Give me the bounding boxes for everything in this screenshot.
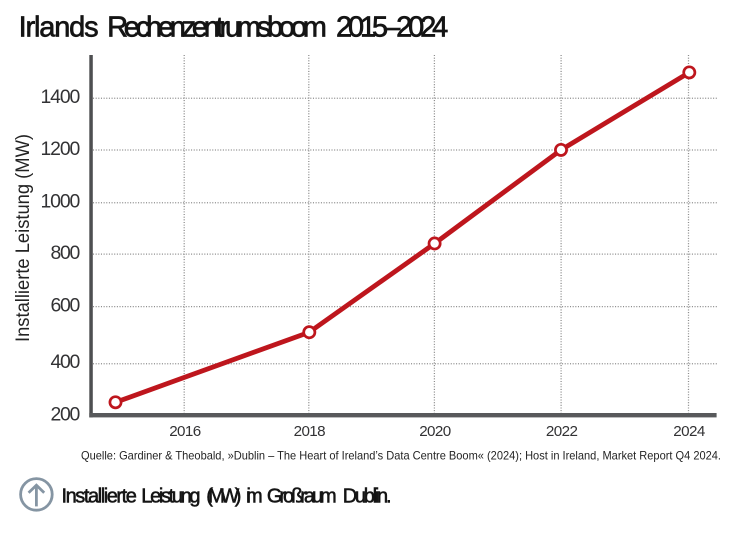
svg-text:2020: 2020: [419, 423, 451, 440]
svg-text:Rechenzentrumsboom: Rechenzentrumsboom: [107, 12, 327, 44]
svg-text:Installierte Leistung (MW): Installierte Leistung (MW): [12, 134, 34, 342]
svg-text:800: 800: [51, 242, 81, 264]
svg-text:Leistung: Leistung: [141, 486, 200, 508]
svg-text:1000: 1000: [41, 191, 81, 213]
svg-text:Irlands: Irlands: [19, 12, 99, 44]
svg-text:600: 600: [51, 295, 81, 317]
svg-text:Quelle: Gardiner & Theobald, »: Quelle: Gardiner & Theobald, »Dublin – T…: [81, 449, 721, 463]
svg-text:im: im: [246, 486, 263, 508]
svg-text:2022: 2022: [546, 423, 578, 440]
svg-text:(MW): (MW): [206, 486, 241, 508]
svg-text:2016: 2016: [169, 423, 201, 440]
svg-text:2015–2024: 2015–2024: [336, 12, 448, 44]
svg-text:2018: 2018: [294, 423, 326, 440]
svg-text:Installierte: Installierte: [62, 486, 137, 508]
svg-text:Dublin.: Dublin.: [343, 486, 392, 508]
svg-text:1400: 1400: [41, 86, 81, 108]
svg-text:400: 400: [51, 351, 81, 373]
svg-text:200: 200: [51, 404, 81, 426]
svg-text:Großraum: Großraum: [267, 486, 337, 508]
svg-text:1200: 1200: [41, 138, 81, 160]
svg-text:2024: 2024: [673, 423, 705, 440]
